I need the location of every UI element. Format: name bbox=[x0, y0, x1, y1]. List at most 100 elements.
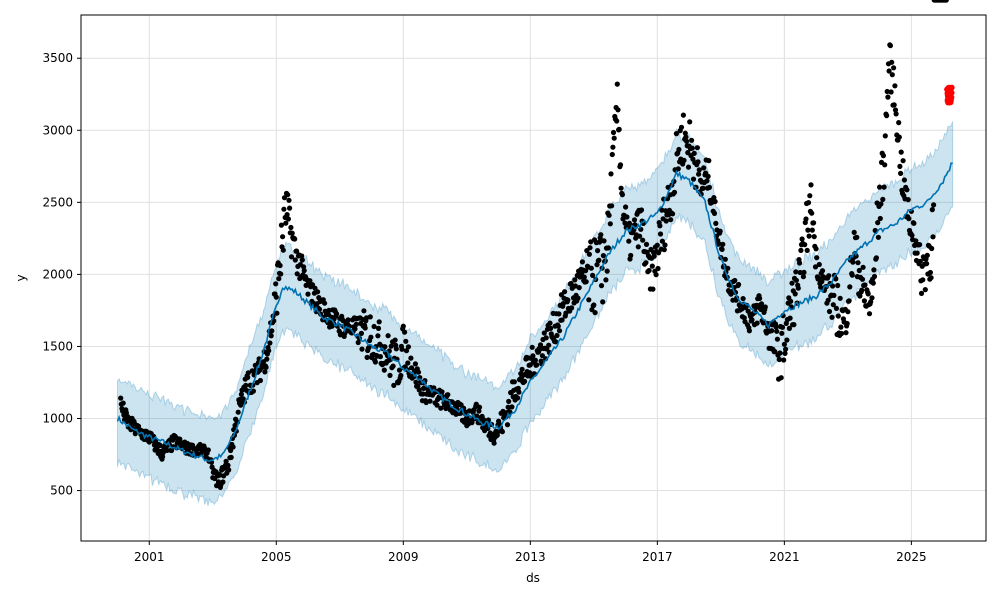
observed-point bbox=[280, 247, 286, 253]
observed-point bbox=[607, 221, 613, 227]
observed-point bbox=[643, 260, 649, 266]
observed-point bbox=[877, 184, 883, 190]
observed-point bbox=[626, 238, 632, 244]
observed-point bbox=[924, 261, 930, 267]
x-tick-label: 2013 bbox=[515, 550, 546, 564]
observed-point bbox=[668, 217, 674, 223]
observed-point bbox=[811, 220, 817, 226]
observed-point bbox=[865, 291, 871, 297]
observed-point bbox=[273, 281, 279, 287]
observed-point bbox=[857, 293, 863, 299]
observed-point bbox=[924, 252, 930, 258]
observed-point bbox=[587, 245, 593, 251]
observed-point bbox=[611, 135, 617, 141]
observed-point bbox=[808, 182, 814, 188]
observed-point bbox=[690, 176, 697, 182]
observed-point bbox=[831, 292, 837, 298]
observed-point bbox=[920, 277, 926, 283]
observed-point bbox=[638, 207, 645, 213]
observed-point bbox=[579, 259, 586, 265]
observed-point bbox=[781, 357, 787, 363]
observed-point bbox=[783, 320, 789, 326]
observed-point bbox=[789, 280, 795, 286]
observed-point bbox=[228, 454, 234, 460]
observed-point bbox=[238, 391, 244, 397]
observed-point bbox=[278, 222, 284, 228]
observed-point bbox=[250, 388, 256, 394]
observed-point bbox=[656, 250, 662, 256]
observed-point bbox=[871, 267, 877, 273]
observed-point bbox=[651, 253, 657, 259]
observed-point bbox=[671, 189, 678, 195]
observed-point bbox=[847, 284, 853, 290]
observed-point bbox=[850, 259, 856, 265]
observed-point bbox=[662, 242, 668, 248]
observed-point bbox=[826, 273, 832, 279]
observed-point bbox=[281, 206, 287, 212]
observed-point bbox=[927, 269, 934, 276]
observed-point bbox=[618, 185, 624, 191]
observed-point bbox=[917, 258, 923, 264]
observed-point bbox=[891, 65, 897, 71]
y-tick-label: 500 bbox=[50, 484, 73, 498]
observed-point bbox=[223, 458, 229, 464]
observed-point bbox=[315, 289, 321, 295]
observed-point bbox=[505, 404, 511, 410]
observed-point bbox=[892, 107, 899, 113]
observed-point bbox=[289, 230, 295, 236]
observed-point bbox=[326, 307, 332, 313]
observed-point bbox=[345, 317, 351, 323]
observed-point bbox=[362, 325, 368, 331]
observed-point bbox=[377, 354, 383, 360]
observed-point bbox=[786, 325, 793, 331]
observed-point bbox=[871, 273, 878, 280]
observed-point bbox=[711, 195, 717, 201]
observed-point bbox=[375, 333, 381, 339]
observed-point bbox=[898, 149, 904, 155]
observed-point bbox=[491, 440, 497, 446]
observed-point bbox=[893, 111, 899, 117]
y-axis-label: y bbox=[14, 274, 28, 281]
observed-point bbox=[877, 215, 883, 222]
observed-point bbox=[614, 118, 620, 124]
observed-point bbox=[355, 339, 361, 346]
observed-point bbox=[754, 320, 760, 326]
observed-point bbox=[626, 220, 633, 226]
observed-point bbox=[160, 454, 166, 460]
y-tick-label: 2500 bbox=[42, 195, 73, 209]
observed-point bbox=[713, 220, 719, 226]
observed-point bbox=[800, 274, 807, 280]
observed-point bbox=[226, 467, 232, 473]
observed-point bbox=[687, 119, 693, 125]
observed-point bbox=[366, 344, 372, 350]
observed-point bbox=[851, 229, 857, 235]
observed-point bbox=[649, 263, 655, 269]
observed-point bbox=[398, 372, 404, 379]
observed-point bbox=[400, 323, 406, 329]
observed-point bbox=[427, 398, 433, 404]
observed-point bbox=[245, 370, 251, 376]
observed-point bbox=[884, 88, 890, 95]
observed-point bbox=[722, 256, 728, 262]
observed-point bbox=[591, 302, 597, 308]
observed-point bbox=[614, 81, 620, 87]
observed-point bbox=[680, 112, 687, 118]
observed-point bbox=[657, 223, 663, 229]
observed-point bbox=[408, 355, 414, 361]
observed-point bbox=[268, 333, 274, 339]
observed-point bbox=[837, 295, 843, 301]
observed-point bbox=[299, 253, 305, 259]
observed-point bbox=[288, 254, 295, 260]
observed-point bbox=[556, 328, 563, 334]
observed-point bbox=[392, 337, 398, 343]
x-tick-label: 2009 bbox=[388, 550, 419, 564]
x-axis-label: ds bbox=[526, 571, 540, 585]
observed-point bbox=[720, 241, 726, 247]
observed-point bbox=[779, 324, 786, 330]
observed-point bbox=[782, 350, 788, 356]
y-tick-label: 3000 bbox=[42, 123, 73, 137]
observed-point bbox=[716, 241, 722, 247]
observed-point bbox=[235, 409, 241, 415]
observed-point bbox=[880, 196, 886, 202]
